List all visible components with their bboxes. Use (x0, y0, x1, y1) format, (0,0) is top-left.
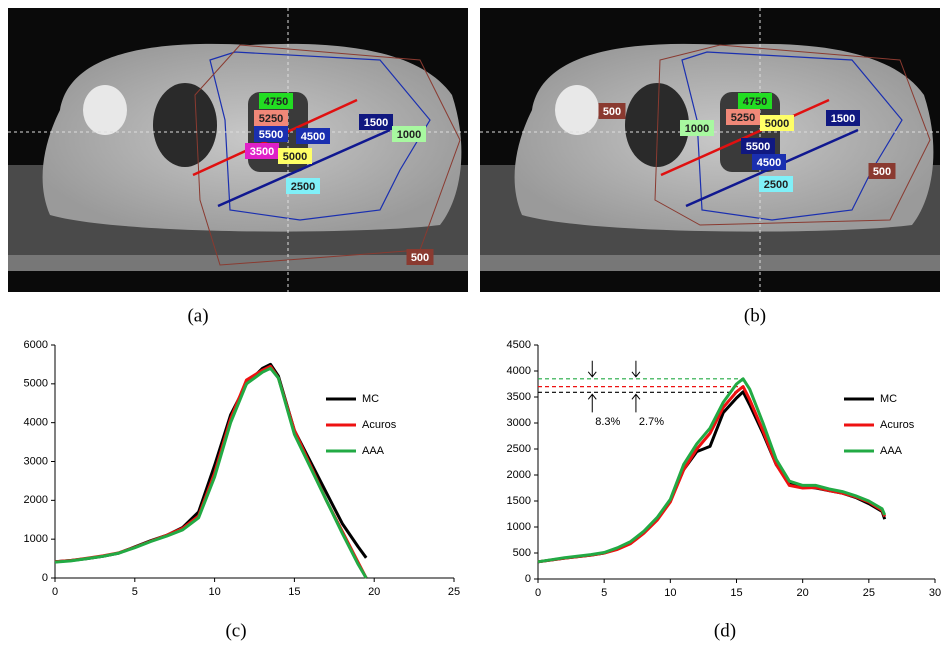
legend-label: MC (880, 393, 897, 405)
isodose-label-bg (760, 115, 794, 131)
panel-caption: (a) (187, 305, 208, 326)
annotation: 8.3% (595, 416, 620, 428)
isodose-label: 5500 (746, 141, 770, 153)
y-tick-label: 1000 (24, 533, 48, 545)
y-tick-label: 2000 (24, 494, 48, 506)
arrow (587, 393, 597, 413)
isodose-label: 4750 (264, 96, 288, 108)
y-tick-label: 4000 (24, 417, 48, 429)
y-tick-label: 1000 (507, 521, 531, 533)
isodose-label-bg (254, 126, 288, 142)
arrow (631, 393, 641, 413)
ct-image-a (8, 8, 468, 292)
isodose-label-bg (726, 109, 760, 125)
y-tick-label: 3000 (24, 455, 48, 467)
x-tick-label: 5 (601, 587, 607, 599)
x-tick-label: 0 (52, 586, 58, 598)
legend-label: Acuros (362, 419, 397, 431)
y-tick-label: 4500 (507, 339, 531, 351)
isodose-label: 1000 (685, 123, 709, 135)
y-tick-label: 500 (513, 547, 531, 559)
x-tick-label: 10 (664, 587, 676, 599)
x-tick-label: 25 (863, 587, 875, 599)
isodose-label: 500 (603, 106, 621, 118)
x-tick-label: 20 (368, 586, 380, 598)
line-series (54, 364, 368, 579)
annotation: 2.7% (639, 416, 664, 428)
y-tick-label: 2000 (507, 469, 531, 481)
panel-caption: (d) (714, 620, 736, 641)
isodose-label-bg (406, 249, 434, 265)
x-tick-label: 5 (132, 586, 138, 598)
isodose-label-bg (868, 163, 896, 179)
legend-label: AAA (880, 445, 903, 457)
isodose-label: 1500 (831, 113, 855, 125)
ct-image-b (480, 8, 940, 292)
isodose-label-bg (296, 128, 330, 144)
isodose-label-bg (278, 148, 312, 164)
y-tick-label: 3000 (507, 417, 531, 429)
isodose-label-bg (680, 120, 714, 136)
isodose-label: 5500 (259, 129, 283, 141)
isodose-label-bg (286, 178, 320, 194)
isodose-label-bg (741, 138, 775, 154)
x-tick-label: 15 (730, 587, 742, 599)
panel-caption: (c) (225, 620, 246, 641)
arrow (587, 360, 597, 378)
x-tick-label: 15 (288, 586, 300, 598)
legend-label: Acuros (880, 419, 915, 431)
y-tick-label: 2500 (507, 443, 531, 455)
y-tick-label: 1500 (507, 495, 531, 507)
isodose-label: 5000 (283, 151, 307, 163)
x-tick-label: 10 (208, 586, 220, 598)
isodose-label-bg (598, 103, 626, 119)
isodose-label-bg (259, 93, 293, 109)
arrow (631, 360, 641, 378)
isodose-label-bg (752, 154, 786, 170)
isodose-label: 4750 (743, 96, 767, 108)
isodose-label-bg (245, 143, 279, 159)
isodose-label-bg (392, 126, 426, 142)
y-tick-label: 0 (525, 573, 531, 585)
x-tick-label: 25 (448, 586, 460, 598)
isodose-label: 2500 (291, 181, 315, 193)
isodose-label: 4500 (757, 157, 781, 169)
line-series (54, 362, 368, 564)
x-tick-label: 20 (797, 587, 809, 599)
x-tick-label: 0 (535, 587, 541, 599)
isodose-label-bg (826, 110, 860, 126)
isodose-label: 500 (873, 166, 891, 178)
y-tick-label: 5000 (24, 378, 48, 390)
isodose-label: 5250 (731, 112, 755, 124)
legend-label: MC (362, 393, 379, 405)
y-tick-label: 4000 (507, 365, 531, 377)
isodose-label: 5000 (765, 118, 789, 130)
isodose-label-bg (359, 114, 393, 130)
isodose-label: 3500 (250, 146, 274, 158)
line-series (537, 390, 887, 564)
isodose-label: 2500 (764, 179, 788, 191)
legend-label: AAA (362, 445, 385, 457)
isodose-label-bg (759, 176, 793, 192)
y-tick-label: 3500 (507, 391, 531, 403)
x-tick-label: 30 (929, 587, 941, 599)
isodose-label: 5250 (259, 113, 283, 125)
isodose-label-bg (254, 110, 288, 126)
isodose-label: 4500 (301, 131, 325, 143)
y-tick-label: 6000 (24, 339, 48, 351)
line-series (537, 385, 887, 564)
isodose-label: 1000 (397, 129, 421, 141)
y-tick-label: 0 (42, 572, 48, 584)
isodose-label: 1500 (364, 117, 388, 129)
panel-caption: (b) (744, 305, 766, 326)
isodose-label-bg (738, 93, 772, 109)
line-series (54, 366, 368, 579)
isodose-label: 500 (411, 252, 429, 264)
line-series (537, 377, 887, 564)
